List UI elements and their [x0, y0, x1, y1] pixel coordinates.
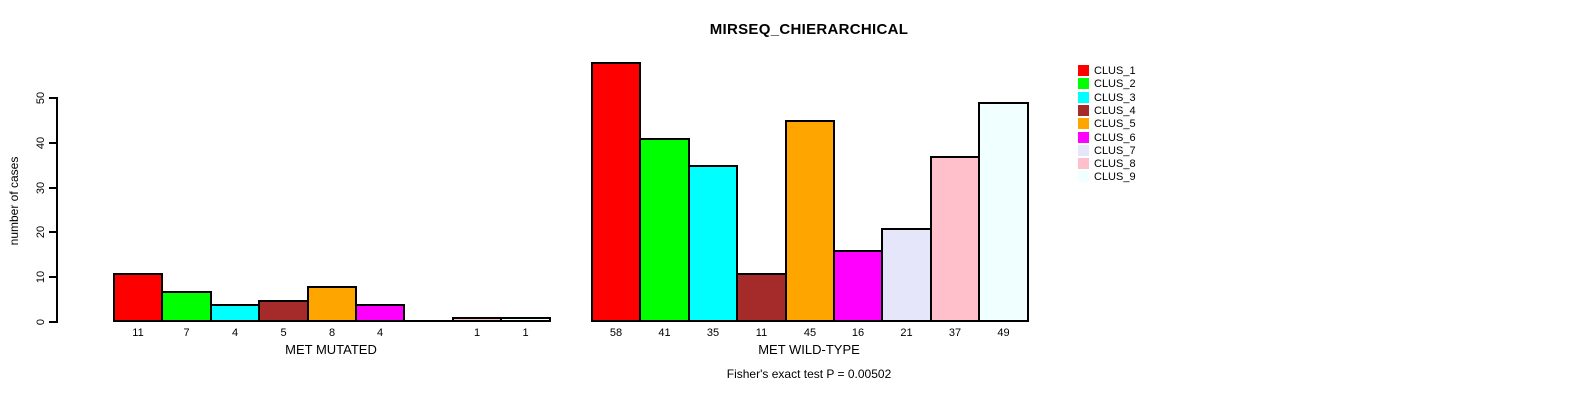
bar-clus_3-met-wild-type — [688, 165, 738, 322]
y-tick-mark — [49, 97, 56, 99]
bar-value-label-clus_5-met-wild-type: 45 — [803, 327, 817, 339]
bar-clus_5-met-mutated — [307, 286, 357, 322]
legend-label-clus_9: CLUS_9 — [1094, 171, 1136, 183]
legend-swatch-clus_6 — [1078, 132, 1089, 143]
legend-swatch-clus_5 — [1078, 118, 1089, 129]
y-tick-mark — [49, 321, 56, 323]
bar-value-label-clus_9-met-wild-type: 49 — [997, 327, 1010, 339]
y-tick-mark — [49, 142, 56, 144]
bar-value-label-clus_8-met-wild-type: 37 — [948, 327, 962, 339]
group-label-met-mutated: MET MUTATED — [285, 342, 377, 357]
bar-clus_9-met-wild-type — [978, 102, 1029, 322]
bar-clus_6-met-mutated — [355, 304, 405, 322]
bar-value-label-clus_4-met-mutated: 5 — [280, 327, 287, 339]
bar-clus_5-met-wild-type — [785, 120, 835, 322]
group-label-met-wild-type: MET WILD-TYPE — [758, 342, 860, 357]
bar-value-label-clus_3-met-mutated: 4 — [231, 327, 239, 339]
bar-value-label-clus_1-met-mutated: 11 — [132, 327, 144, 339]
bar-clus_9-met-mutated — [500, 317, 551, 322]
bar-value-label-clus_3-met-wild-type: 35 — [706, 327, 720, 339]
legend-swatch-clus_7 — [1078, 145, 1089, 156]
bar-value-label-clus_5-met-mutated: 8 — [328, 327, 336, 339]
legend-label-clus_5: CLUS_5 — [1094, 118, 1136, 130]
bar-value-label-clus_4-met-wild-type: 11 — [755, 327, 768, 339]
y-tick-mark — [49, 276, 56, 278]
legend-label-clus_3: CLUS_3 — [1094, 92, 1136, 104]
legend-label-clus_6: CLUS_6 — [1094, 132, 1136, 144]
bar-clus_1-met-mutated — [113, 273, 163, 322]
bar-value-label-clus_9-met-mutated: 1 — [522, 327, 529, 339]
chart-title: MIRSEQ_CHIERARCHICAL — [709, 21, 909, 38]
bar-value-label-clus_6-met-wild-type: 16 — [851, 327, 865, 339]
bar-value-label-clus_6-met-mutated: 4 — [376, 327, 384, 339]
legend-swatch-clus_8 — [1078, 158, 1089, 169]
bar-value-label-clus_1-met-wild-type: 58 — [609, 327, 623, 339]
bar-clus_2-met-mutated — [161, 291, 212, 322]
legend-swatch-clus_1 — [1078, 65, 1089, 76]
legend-label-clus_1: CLUS_1 — [1094, 65, 1136, 77]
bar-value-label-clus_2-met-mutated: 7 — [183, 327, 190, 339]
legend-label-clus_4: CLUS_4 — [1094, 105, 1136, 117]
legend-swatch-clus_9 — [1078, 171, 1089, 182]
bar-value-label-clus_8-met-mutated: 1 — [473, 327, 481, 339]
legend-label-clus_2: CLUS_2 — [1094, 78, 1136, 90]
bar-value-label-clus_2-met-wild-type: 41 — [658, 327, 671, 339]
legend-label-clus_8: CLUS_8 — [1094, 158, 1136, 170]
bar-clus_7-met-mutated — [403, 320, 454, 322]
y-tick-mark — [49, 187, 56, 189]
bar-value-label-clus_7-met-wild-type: 21 — [900, 327, 913, 339]
legend-label-clus_7: CLUS_7 — [1094, 145, 1136, 157]
y-tick-mark — [49, 231, 56, 233]
legend-swatch-clus_2 — [1078, 78, 1089, 89]
legend-swatch-clus_3 — [1078, 92, 1089, 103]
fisher-test-label: Fisher's exact test P = 0.00502 — [726, 367, 892, 381]
y-axis-line — [56, 97, 58, 323]
legend-swatch-clus_4 — [1078, 105, 1089, 116]
